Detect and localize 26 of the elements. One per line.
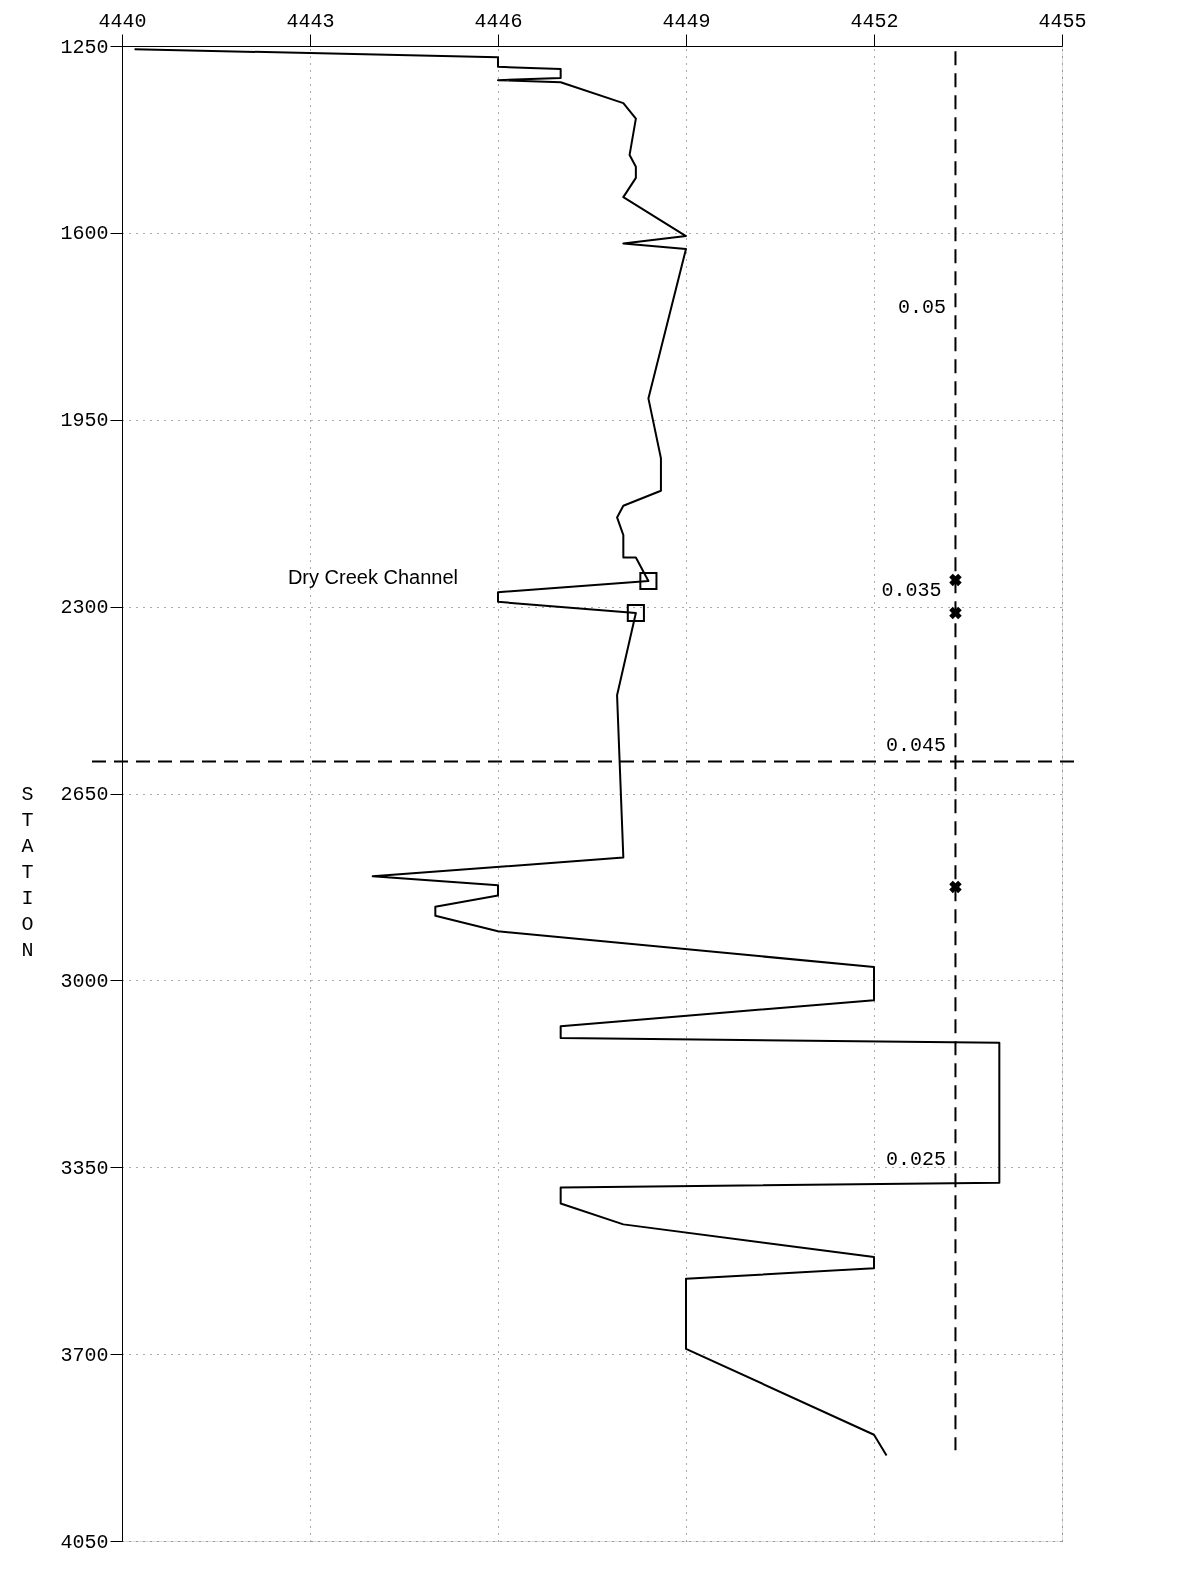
x-tick-label: 4452 [850,9,899,33]
annotation: 0.05 [897,296,946,319]
y-tick-label: 3350 [60,1156,109,1180]
y-tick-label: 4050 [60,1530,109,1554]
x-tick-label: 4455 [1038,9,1087,33]
y-tick-label: 1250 [60,35,109,59]
y-tick-label: 1950 [60,409,109,433]
x-tick-label: 4440 [98,9,147,33]
y-tick-label: 3700 [60,1343,109,1367]
x-tick-label: 4446 [474,9,523,33]
annotation: 0.035 [881,578,942,602]
annotation: 0.045 [885,734,946,757]
y-tick-label: 3000 [60,969,109,993]
annotation: Dry Creek Channel [287,566,458,589]
point [626,603,645,623]
x-tick-label: 4443 [286,9,335,33]
y-tick-label: 2650 [60,783,109,806]
annotation: 0.025 [885,1148,946,1171]
point [949,573,962,587]
point [639,571,658,591]
y-tick-label: 1600 [60,222,109,246]
y-axis-title: STATION [21,783,34,962]
x-tick-label: 4449 [662,9,711,33]
point [949,880,962,894]
y-tick-label: 2300 [60,596,109,620]
point [949,606,962,620]
